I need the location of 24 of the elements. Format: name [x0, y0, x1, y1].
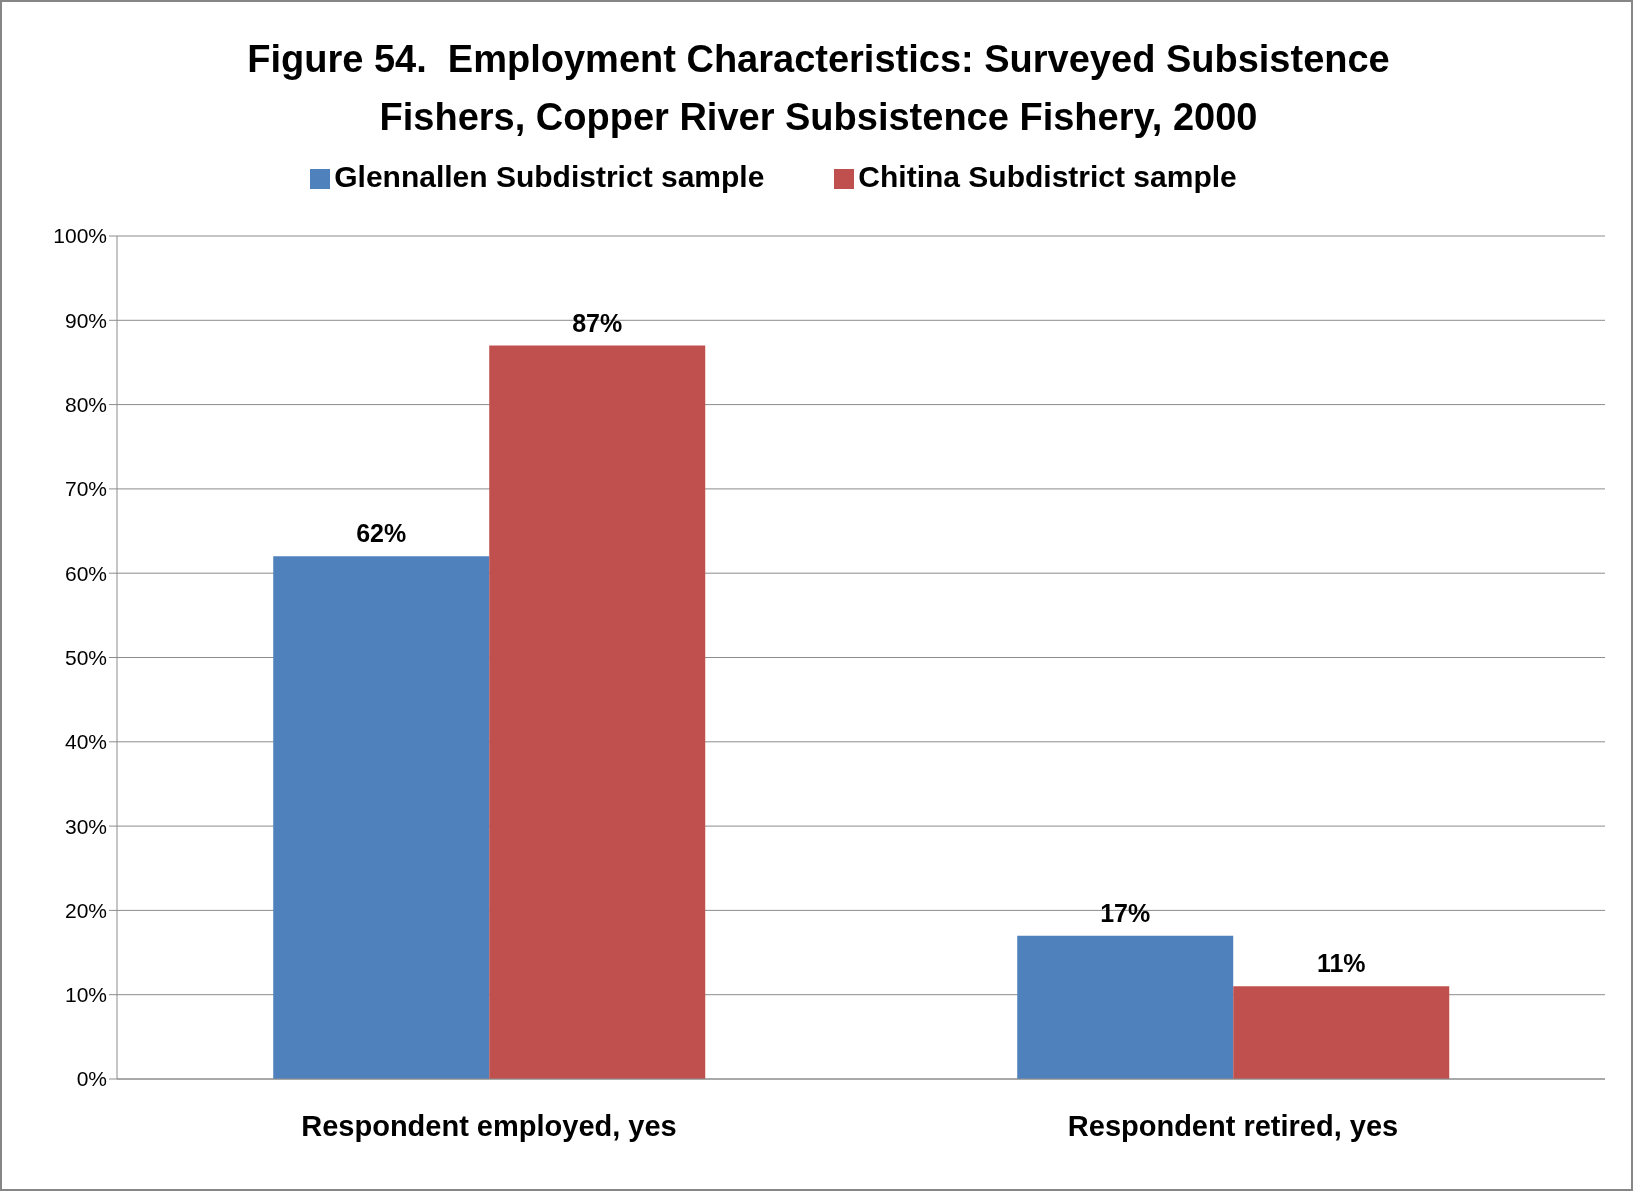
data-label: 11%: [1316, 949, 1366, 978]
y-tick-label: 70%: [64, 477, 107, 501]
legend-label: Chitina Subdistrict sample: [858, 160, 1237, 193]
y-tick-label: 80%: [64, 393, 107, 417]
y-tick-label: 40%: [64, 730, 107, 754]
bar: [273, 556, 490, 1079]
chart-title: Figure 54. Employment Characteristics: Surveyed Subsistence Fishers, Copper River Subsistence Fishery, 2000: [246, 37, 1391, 140]
data-label: 17%: [1100, 898, 1151, 927]
y-tick-label: 10%: [64, 983, 107, 1007]
data-label: 87%: [572, 308, 623, 337]
y-tick-label: 60%: [64, 561, 107, 585]
bar: [1017, 935, 1234, 1079]
y-tick-label: 30%: [64, 814, 107, 838]
bar: [1233, 986, 1450, 1079]
legend-label: Glennallen Subdistrict sample: [334, 160, 765, 193]
y-tick-label: 50%: [64, 645, 107, 669]
data-label: 62%: [356, 519, 407, 548]
y-tick-label: 90%: [64, 308, 107, 332]
bar: [489, 345, 706, 1079]
x-tick-label: Respondent employed, yes: [301, 1109, 677, 1142]
x-tick-label: Respondent retired, yes: [1067, 1109, 1399, 1142]
y-tick-label: 20%: [64, 898, 107, 922]
y-tick-label: 100%: [53, 224, 107, 248]
y-tick-label: 0%: [76, 1067, 107, 1091]
